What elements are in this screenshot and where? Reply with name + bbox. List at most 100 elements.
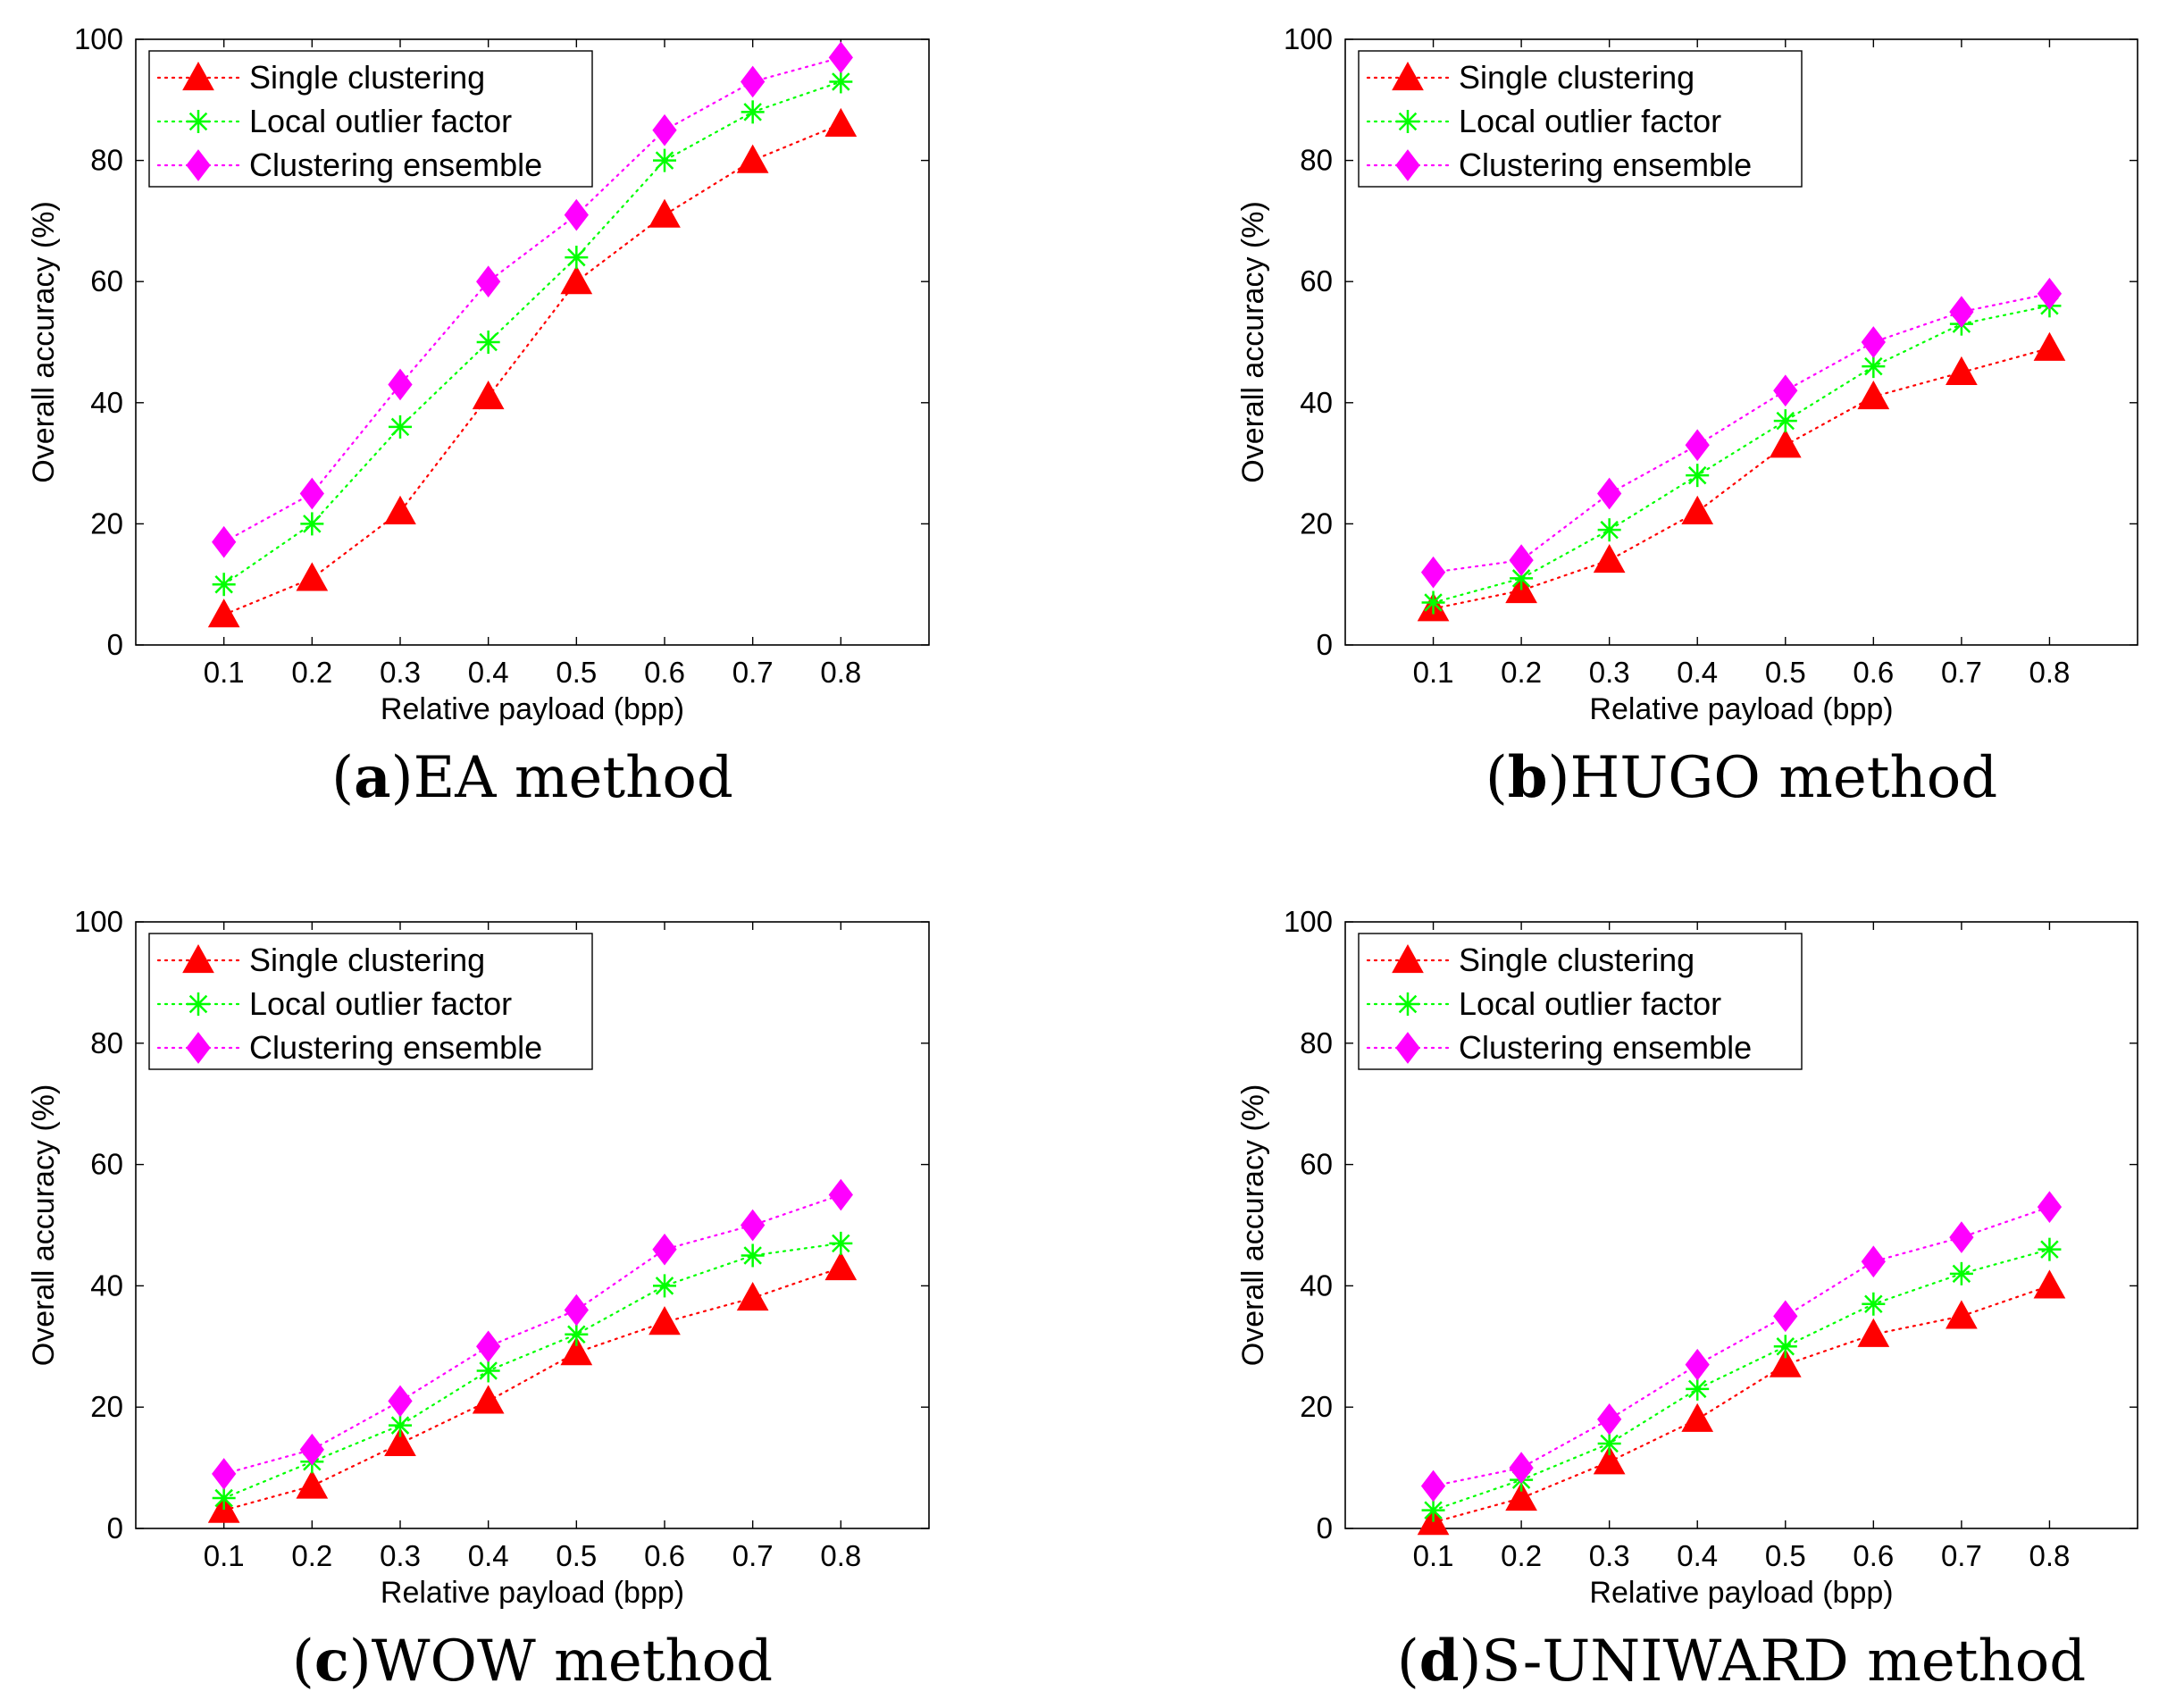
caption-paren: ) <box>391 745 414 811</box>
data-point-asterisk <box>212 573 236 597</box>
data-point-triangle <box>824 1252 858 1281</box>
asterisk-stroke <box>1952 1264 1971 1284</box>
data-point-triangle <box>1681 495 1714 524</box>
asterisk-stroke <box>1398 112 1418 131</box>
data-point-asterisk <box>1421 590 1445 615</box>
data-point-asterisk <box>653 1274 676 1298</box>
legend-label: Local outlier factor <box>1459 103 1721 139</box>
series-line <box>222 122 842 616</box>
data-point-asterisk <box>476 1359 500 1383</box>
asterisk-stroke <box>303 515 322 533</box>
series-line <box>1432 292 2051 574</box>
caption-text: WOW method <box>372 1628 773 1695</box>
y-tick-label: 40 <box>90 386 123 419</box>
data-point-asterisk <box>300 512 324 536</box>
y-axis-label: Overall accuracy (%) <box>27 1084 61 1367</box>
x-tick-label: 0.4 <box>468 656 509 689</box>
caption-text: EA method <box>414 745 733 811</box>
series-triangle <box>207 107 858 628</box>
data-point-diamond <box>564 198 589 231</box>
x-tick-label: 0.1 <box>204 656 245 689</box>
data-point-triangle <box>296 1469 329 1499</box>
data-point-asterisk <box>2038 1237 2062 1261</box>
y-tick-label: 20 <box>90 507 123 540</box>
data-point-asterisk <box>1686 464 1710 488</box>
x-tick-label: 0.8 <box>820 656 861 689</box>
legend-label: Single clustering <box>249 59 485 96</box>
data-point-asterisk <box>653 148 676 172</box>
data-point-triangle <box>384 1427 416 1457</box>
legend-marker-asterisk <box>1396 992 1419 1016</box>
asterisk-stroke <box>743 1246 762 1265</box>
data-point-asterisk <box>212 1486 236 1511</box>
data-point-asterisk <box>389 414 412 439</box>
data-point-triangle <box>1681 1402 1714 1432</box>
y-tick-label: 0 <box>107 628 123 661</box>
data-point-diamond <box>2037 277 2063 310</box>
asterisk-stroke <box>479 1361 498 1380</box>
data-point-triangle <box>1593 1445 1626 1475</box>
y-tick-label: 100 <box>74 905 123 938</box>
y-tick-label: 80 <box>90 144 123 177</box>
data-point-diamond <box>1861 326 1886 358</box>
legend-label: Single clustering <box>1459 59 1695 96</box>
asterisk-stroke <box>2040 1240 2059 1259</box>
data-point-diamond <box>1597 477 1622 510</box>
data-point-asterisk <box>565 246 589 270</box>
asterisk-stroke <box>832 1234 850 1253</box>
data-point-diamond <box>1509 544 1534 576</box>
series-diamond <box>1420 277 2063 589</box>
data-point-diamond <box>476 1330 501 1363</box>
data-point-asterisk <box>1597 518 1621 542</box>
legend-marker-triangle <box>1392 943 1424 974</box>
legend-marker-asterisk <box>1396 110 1419 133</box>
data-point-diamond <box>299 477 324 510</box>
series-line <box>222 80 842 586</box>
asterisk-stroke <box>188 112 208 131</box>
caption-paren: ) <box>1460 1628 1482 1695</box>
x-tick-label: 0.5 <box>556 656 597 689</box>
x-tick-label: 0.4 <box>1677 656 1718 689</box>
series-line <box>222 56 842 543</box>
x-tick-label: 0.2 <box>291 1539 332 1572</box>
data-point-asterisk <box>389 1413 412 1437</box>
asterisk-stroke <box>1600 1434 1619 1453</box>
y-tick-label: 100 <box>74 22 123 55</box>
data-point-diamond <box>2037 1191 2063 1223</box>
data-point-diamond <box>652 113 677 147</box>
x-tick-label: 0.3 <box>380 656 421 689</box>
asterisk-stroke <box>1776 411 1795 431</box>
y-axis-label: Overall accuracy (%) <box>1236 1084 1270 1367</box>
data-point-diamond <box>1949 1221 1974 1253</box>
data-point-diamond <box>388 368 413 401</box>
caption-letter: b <box>1508 744 1548 811</box>
x-tick-label: 0.5 <box>1765 1539 1806 1572</box>
caption-text: HUGO method <box>1570 745 1998 811</box>
series-asterisk <box>212 1231 853 1511</box>
data-point-diamond <box>1509 1452 1534 1484</box>
y-tick-label: 20 <box>1300 1390 1333 1423</box>
x-axis-label: Relative payload (bpp) <box>381 692 684 726</box>
asterisk-stroke <box>1511 569 1531 588</box>
y-tick-label: 40 <box>90 1268 123 1302</box>
x-tick-label: 0.4 <box>468 1539 509 1572</box>
data-point-diamond <box>1685 1348 1710 1381</box>
asterisk-stroke <box>1687 465 1707 485</box>
data-point-asterisk <box>1862 1292 1886 1316</box>
data-point-triangle <box>736 1281 769 1311</box>
legend: Single clustering Local outlier factor Clu… <box>1358 933 1803 1070</box>
data-point-triangle <box>736 144 769 173</box>
data-point-asterisk <box>1773 1335 1797 1359</box>
x-tick-label: 0.6 <box>1853 656 1894 689</box>
y-tick-label: 40 <box>1300 1268 1333 1302</box>
y-tick-label: 60 <box>1300 1148 1333 1181</box>
data-point-triangle <box>560 265 593 295</box>
data-point-triangle <box>649 198 681 228</box>
data-point-triangle <box>472 380 505 410</box>
caption-paren: ( <box>1485 745 1508 811</box>
data-point-triangle <box>1946 356 1978 385</box>
data-point-diamond <box>1949 296 1974 328</box>
asterisk-stroke <box>1864 356 1883 376</box>
data-point-triangle <box>1769 1348 1802 1377</box>
y-tick-label: 60 <box>90 264 123 297</box>
